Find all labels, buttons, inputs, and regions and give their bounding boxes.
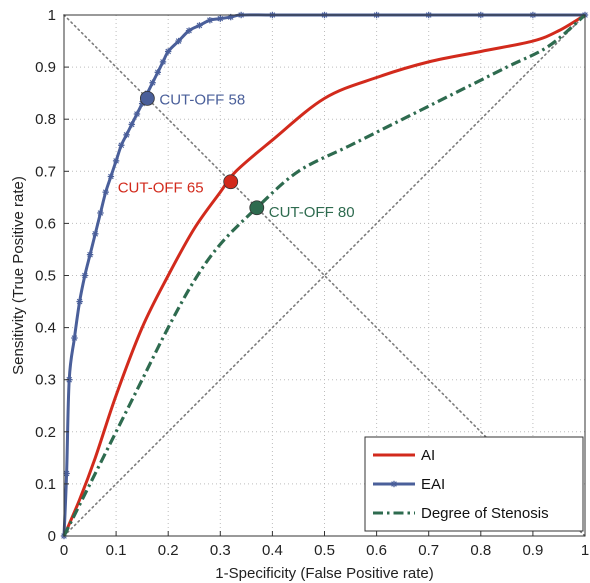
cutoff-label: CUT-OFF 65 [118, 180, 204, 197]
series-1-marker [175, 37, 182, 45]
x-tick-label: 0.9 [522, 542, 543, 559]
y-tick-label: 0.7 [35, 163, 56, 180]
series-1-marker [76, 298, 83, 305]
x-tick-label: 0.7 [418, 542, 439, 559]
series-1-marker [217, 15, 224, 22]
legend-label-1: EAI [421, 476, 445, 493]
series-1-marker [128, 121, 135, 128]
cutoff-marker [249, 200, 265, 216]
series-1-marker [133, 110, 141, 118]
series-1-marker [102, 188, 109, 196]
x-tick-label: 1 [581, 542, 589, 559]
x-tick-label: 0.1 [106, 542, 127, 559]
y-tick-label: 0.8 [35, 111, 56, 128]
axis-ticks: 0 0.1 0.2 0.3 0.4 0.5 0.6 0.7 0.8 0.9 1 0 0.1 0.2 0.3 0… [35, 7, 589, 559]
series-1-marker [154, 69, 161, 76]
series-1-marker [107, 173, 115, 180]
series-1-marker [97, 209, 104, 217]
y-axis-label: Sensitivity (True Positive rate) [10, 176, 27, 375]
x-tick-label: 0.4 [262, 542, 283, 559]
series-1-marker [112, 157, 120, 165]
x-tick-label: 0.5 [314, 542, 335, 559]
series-1-marker [159, 58, 167, 66]
x-tick-label: 0.3 [210, 542, 231, 559]
y-tick-label: 0.2 [35, 424, 56, 441]
series-1-marker [118, 142, 125, 149]
series-1-marker [196, 22, 203, 29]
series-1-marker [165, 48, 172, 55]
legend-label-0: AI [421, 447, 435, 464]
y-tick-label: 0.9 [35, 59, 56, 76]
y-tick-label: 1 [48, 7, 56, 24]
y-tick-label: 0.1 [35, 476, 56, 493]
y-tick-label: 0.6 [35, 215, 56, 232]
grid [64, 15, 585, 536]
y-tick-label: 0.3 [35, 372, 56, 389]
series-1-marker [123, 131, 130, 139]
x-tick-label: 0 [60, 542, 68, 559]
x-tick-label: 0.2 [158, 542, 179, 559]
cutoff-label: CUT-OFF 80 [269, 204, 355, 221]
legend: AI EAI Degree of Stenosis [364, 436, 584, 532]
cutoff-label: CUT-OFF 58 [159, 91, 245, 108]
series-1-marker [81, 272, 89, 279]
legend-label-2: Degree of Stenosis [421, 505, 549, 522]
series-line-0 [62, 13, 586, 537]
y-tick-label: 0 [48, 528, 56, 545]
series-1-marker [185, 27, 193, 34]
series-1-marker [206, 17, 214, 24]
legend-marker [390, 480, 398, 488]
cutoff-annotations: CUT-OFF 58 CUT-OFF 65 CUT-OFF 80 [118, 90, 355, 221]
x-axis-label: 1-Specificity (False Positive rate) [215, 565, 433, 582]
series-1-marker [92, 230, 99, 238]
series-1-marker [71, 334, 78, 342]
x-tick-label: 0.6 [366, 542, 387, 559]
cutoff-marker [139, 90, 155, 106]
cutoff-marker [223, 174, 239, 190]
x-tick-label: 0.8 [470, 542, 491, 559]
series-1-marker [86, 251, 94, 258]
y-tick-label: 0.5 [35, 268, 56, 285]
series-1-marker [149, 79, 156, 86]
y-tick-label: 0.4 [35, 320, 56, 337]
